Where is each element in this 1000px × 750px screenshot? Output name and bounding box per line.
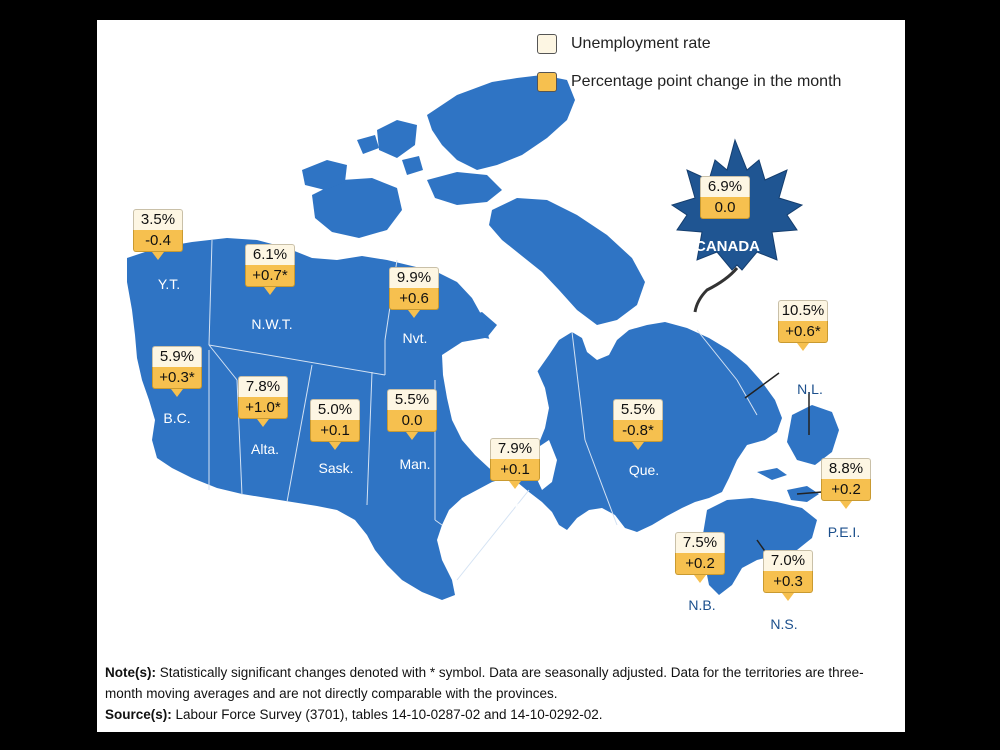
arctic-island-axel bbox=[377, 120, 417, 158]
callout-sask: 5.0% +0.1 bbox=[310, 399, 360, 450]
map-panel: Unemployment rate Percentage point chang… bbox=[97, 20, 905, 732]
legend-label-change: Percentage point change in the month bbox=[571, 73, 842, 90]
callout-pei: 8.8% +0.2 bbox=[821, 458, 871, 509]
man-change: 0.0 bbox=[387, 410, 437, 432]
nl-change: +0.6* bbox=[778, 321, 828, 343]
arctic-island-victoria bbox=[312, 178, 402, 238]
callout-tip bbox=[152, 252, 164, 260]
region-label-ns: N.S. bbox=[770, 616, 798, 632]
bc-rate: 5.9% bbox=[152, 346, 202, 367]
nb-rate: 7.5% bbox=[675, 532, 725, 553]
region-label-yt: Y.T. bbox=[157, 276, 181, 292]
callout-tip bbox=[694, 575, 706, 583]
yt-change: -0.4 bbox=[133, 230, 183, 252]
nwt-change: +0.7* bbox=[245, 265, 295, 287]
canada-change: 0.0 bbox=[700, 197, 750, 219]
region-label-nvt: Nvt. bbox=[402, 330, 428, 346]
note-line: Note(s): Statistically significant chang… bbox=[105, 662, 895, 704]
pei-change: +0.2 bbox=[821, 479, 871, 501]
alta-rate: 7.8% bbox=[238, 376, 288, 397]
callout-tip bbox=[329, 442, 341, 450]
legend-label-unemployment: Unemployment rate bbox=[571, 35, 711, 52]
notes-block: Note(s): Statistically significant chang… bbox=[105, 662, 895, 725]
callout-yt: 3.5% -0.4 bbox=[133, 209, 183, 260]
anticosti-island bbox=[757, 468, 787, 480]
callout-tip bbox=[632, 442, 644, 450]
ns-change: +0.3 bbox=[763, 571, 813, 593]
source-line: Source(s): Labour Force Survey (3701), t… bbox=[105, 704, 895, 725]
region-label-nwt: N.W.T. bbox=[251, 316, 293, 332]
callout-nl: 10.5% +0.6* bbox=[778, 300, 828, 351]
region-label-nl: N.L. bbox=[797, 381, 823, 397]
callout-tip bbox=[264, 287, 276, 295]
callout-ns: 7.0% +0.3 bbox=[763, 550, 813, 601]
man-rate: 5.5% bbox=[387, 389, 437, 410]
callout-tip bbox=[408, 310, 420, 318]
ont-change: +0.1 bbox=[490, 459, 540, 481]
region-label-pei: P.E.I. bbox=[827, 524, 861, 540]
legend-swatch-change bbox=[537, 72, 557, 92]
arctic-island-baffin bbox=[489, 198, 645, 325]
region-label-man: Man. bbox=[399, 456, 431, 472]
callout-bc: 5.9% +0.3* bbox=[152, 346, 202, 397]
nvt-rate: 9.9% bbox=[389, 267, 439, 288]
arctic-island-devon bbox=[427, 172, 502, 205]
note-text: Statistically significant changes denote… bbox=[105, 665, 864, 701]
callout-tip bbox=[171, 389, 183, 397]
callout-man: 5.5% 0.0 bbox=[387, 389, 437, 440]
source-heading: Source(s): bbox=[105, 707, 172, 722]
callout-alta: 7.8% +1.0* bbox=[238, 376, 288, 427]
region-label-bc: B.C. bbox=[163, 410, 191, 426]
nl-rate: 10.5% bbox=[778, 300, 828, 321]
arctic-island-small-1 bbox=[357, 135, 379, 154]
sask-rate: 5.0% bbox=[310, 399, 360, 420]
ont-rate: 7.9% bbox=[490, 438, 540, 459]
legend-swatch-unemployment bbox=[537, 34, 557, 54]
callout-tip bbox=[257, 419, 269, 427]
callout-nb: 7.5% +0.2 bbox=[675, 532, 725, 583]
canada-rate: 6.9% bbox=[700, 176, 750, 197]
que-change: -0.8* bbox=[613, 420, 663, 442]
callout-tip bbox=[797, 343, 809, 351]
callout-tip bbox=[782, 593, 794, 601]
region-label-que: Que. bbox=[628, 462, 660, 478]
arctic-island-banks bbox=[302, 160, 347, 190]
source-text: Labour Force Survey (3701), tables 14-10… bbox=[171, 707, 603, 722]
nwt-rate: 6.1% bbox=[245, 244, 295, 265]
region-label-nb: N.B. bbox=[688, 597, 716, 613]
nb-change: +0.2 bbox=[675, 553, 725, 575]
region-label-alta: Alta. bbox=[250, 441, 280, 457]
callout-ont: 7.9% +0.1 bbox=[490, 438, 540, 489]
james-bay bbox=[535, 440, 557, 490]
ns-rate: 7.0% bbox=[763, 550, 813, 571]
maple-leaf-stem bbox=[693, 267, 739, 313]
legend-unemployment: Unemployment rate bbox=[537, 34, 711, 54]
callout-tip bbox=[840, 501, 852, 509]
maritimes bbox=[702, 498, 817, 595]
callout-nwt: 6.1% +0.7* bbox=[245, 244, 295, 295]
callout-tip bbox=[509, 481, 521, 489]
alta-change: +1.0* bbox=[238, 397, 288, 419]
sask-change: +0.1 bbox=[310, 420, 360, 442]
que-rate: 5.5% bbox=[613, 399, 663, 420]
newfoundland-island bbox=[787, 405, 839, 465]
bc-change: +0.3* bbox=[152, 367, 202, 389]
callout-tip bbox=[406, 432, 418, 440]
region-label-ont: Ont. bbox=[503, 498, 531, 514]
callout-que: 5.5% -0.8* bbox=[613, 399, 663, 450]
arctic-island-ellesmere bbox=[427, 75, 575, 170]
legend-change: Percentage point change in the month bbox=[537, 72, 841, 92]
pei-rate: 8.8% bbox=[821, 458, 871, 479]
arctic-island-small-2 bbox=[402, 156, 423, 175]
region-label-sask: Sask. bbox=[318, 460, 354, 476]
canada-label: CANADA bbox=[695, 238, 760, 255]
callout-nvt: 9.9% +0.6 bbox=[389, 267, 439, 318]
note-heading: Note(s): bbox=[105, 665, 156, 680]
yt-rate: 3.5% bbox=[133, 209, 183, 230]
callout-canada: 6.9% 0.0 bbox=[700, 176, 750, 219]
nvt-change: +0.6 bbox=[389, 288, 439, 310]
